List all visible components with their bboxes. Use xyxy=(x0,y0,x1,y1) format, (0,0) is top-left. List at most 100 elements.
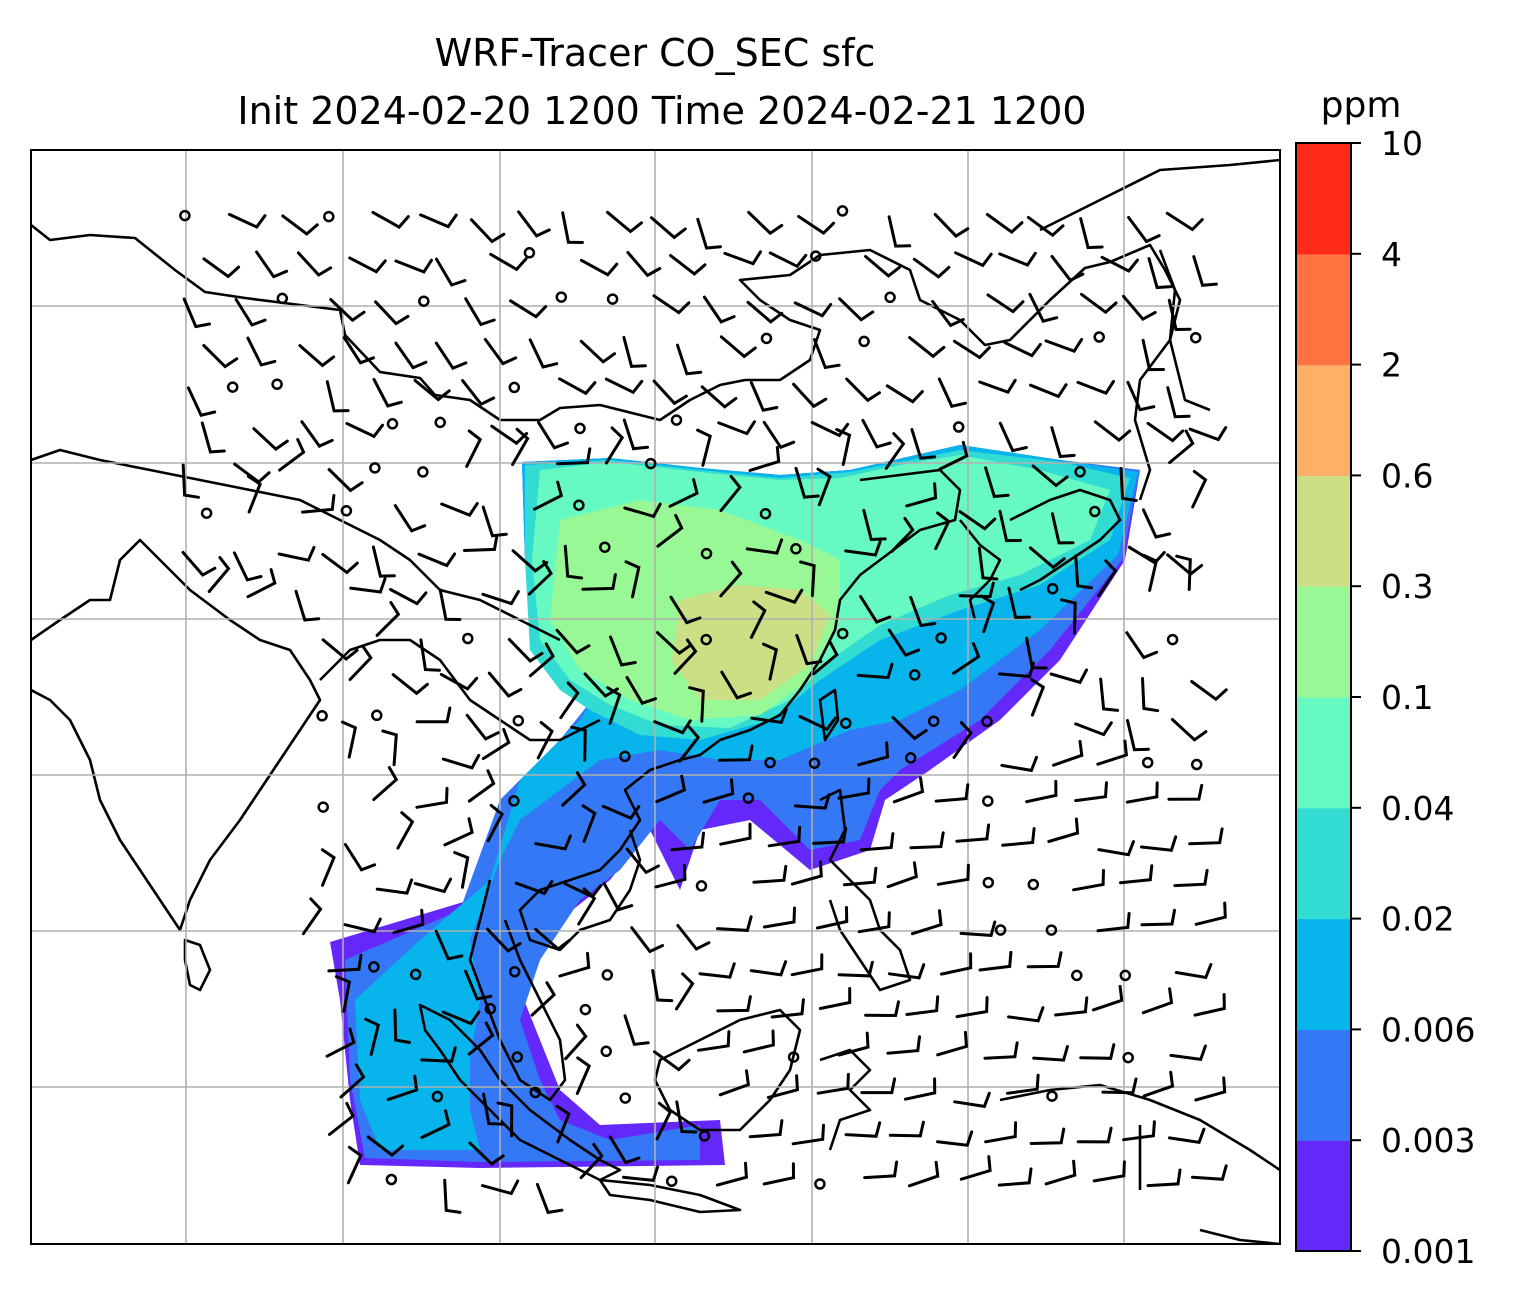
calm-wind-circle xyxy=(555,291,568,303)
wind-barb xyxy=(762,642,779,681)
wind-barb xyxy=(1140,835,1178,852)
wind-barb xyxy=(537,420,569,450)
wind-barb xyxy=(791,1123,825,1146)
wind-barb xyxy=(654,863,687,889)
wind-barb xyxy=(955,996,989,1019)
wind-barb xyxy=(389,588,428,606)
coastline-sakhalin xyxy=(1158,249,1211,412)
wind-barb xyxy=(483,337,518,366)
wind-barb xyxy=(934,511,951,551)
wind-barb xyxy=(555,628,591,655)
wind-barb xyxy=(467,769,496,803)
calm-wind-circle xyxy=(884,291,896,304)
coastline-china-east xyxy=(679,468,962,762)
wind-barb xyxy=(793,301,833,318)
wind-barb xyxy=(717,420,756,436)
coastline-australia-north xyxy=(1199,1228,1280,1244)
wind-barb xyxy=(509,299,548,319)
wind-barb xyxy=(348,644,373,681)
wind-barb xyxy=(375,878,414,895)
concentration-field xyxy=(330,445,1140,1168)
calm-wind-circle xyxy=(1074,466,1086,478)
wind-barb xyxy=(863,1160,899,1180)
wind-barb xyxy=(669,595,702,625)
wind-barb xyxy=(1173,868,1209,888)
wind-barb xyxy=(342,336,375,365)
wind-barb xyxy=(845,377,881,403)
wind-barb xyxy=(420,1046,457,1063)
colorbar-block xyxy=(1296,1029,1351,1141)
wind-barb xyxy=(246,568,277,599)
map-title-line2: Init 2024-02-20 1200 Time 2024-02-21 120… xyxy=(237,89,1086,133)
wind-barb xyxy=(909,595,937,628)
wind-barb xyxy=(864,1000,900,1018)
wind-barb xyxy=(1052,739,1084,767)
wind-barb xyxy=(434,341,468,370)
wind-barb xyxy=(698,962,736,979)
wind-barb xyxy=(622,1165,660,1183)
wind-barb xyxy=(861,418,892,449)
wind-barb xyxy=(207,556,231,593)
wind-barb xyxy=(696,428,712,467)
wind-barb xyxy=(887,628,921,657)
wind-barb xyxy=(651,969,674,1003)
wind-barb xyxy=(678,725,701,763)
wind-barb xyxy=(277,545,316,562)
wind-barb xyxy=(415,706,452,724)
colorbar-block xyxy=(1296,364,1351,476)
wind-barb xyxy=(1079,1043,1116,1060)
wind-barb xyxy=(952,339,991,360)
calm-wind-circle xyxy=(619,1092,632,1104)
colorbar-unit-label: ppm xyxy=(1321,85,1402,126)
wind-barb xyxy=(327,468,364,493)
wind-barb xyxy=(747,210,784,236)
wind-barb xyxy=(860,1077,897,1095)
wind-barb xyxy=(696,217,722,250)
calm-wind-circle xyxy=(1122,1051,1134,1064)
wind-barb xyxy=(301,897,323,936)
wind-barb xyxy=(555,1104,571,1144)
wind-barb xyxy=(1050,254,1085,283)
wind-barb xyxy=(1028,292,1059,323)
map-frame xyxy=(30,149,1281,1245)
wind-barb xyxy=(563,544,584,580)
wind-barb xyxy=(1126,719,1150,752)
wind-barb xyxy=(527,560,553,596)
calm-wind-circle xyxy=(368,961,380,973)
wind-barb xyxy=(978,378,1017,395)
wind-barb xyxy=(955,823,991,843)
wind-barb xyxy=(905,995,940,1016)
calm-wind-circle xyxy=(606,293,619,305)
wind-barb xyxy=(715,1161,748,1187)
wind-barb xyxy=(656,513,684,548)
calm-wind-circle xyxy=(323,210,335,223)
wind-barb xyxy=(601,804,641,820)
wind-barb xyxy=(998,661,1035,679)
wind-barb xyxy=(1100,255,1139,273)
wind-barb xyxy=(749,600,767,639)
wind-barb xyxy=(997,1167,1033,1187)
wind-barb xyxy=(1165,211,1204,232)
wind-barb xyxy=(886,861,918,889)
wind-barb xyxy=(1192,255,1218,287)
wind-barb xyxy=(1072,869,1105,892)
wind-barb xyxy=(653,1050,691,1072)
colorbar-block xyxy=(1296,253,1351,366)
wind-barb xyxy=(815,906,849,930)
calm-wind-circle xyxy=(760,332,773,345)
wind-barb xyxy=(232,551,263,582)
wind-barb xyxy=(625,847,660,875)
wind-barb xyxy=(255,250,289,279)
wind-barb xyxy=(959,920,997,937)
wind-barb xyxy=(910,428,937,460)
calm-wind-circle xyxy=(644,457,657,470)
wind-barb xyxy=(570,725,587,762)
wind-barb xyxy=(746,300,784,324)
wind-barb xyxy=(623,502,662,519)
wind-barb xyxy=(650,216,687,240)
wind-barb xyxy=(742,1029,775,1054)
wind-barb xyxy=(624,560,641,599)
wind-barb xyxy=(480,1179,520,1196)
wind-barb xyxy=(465,429,483,468)
coastline-india xyxy=(31,538,322,932)
